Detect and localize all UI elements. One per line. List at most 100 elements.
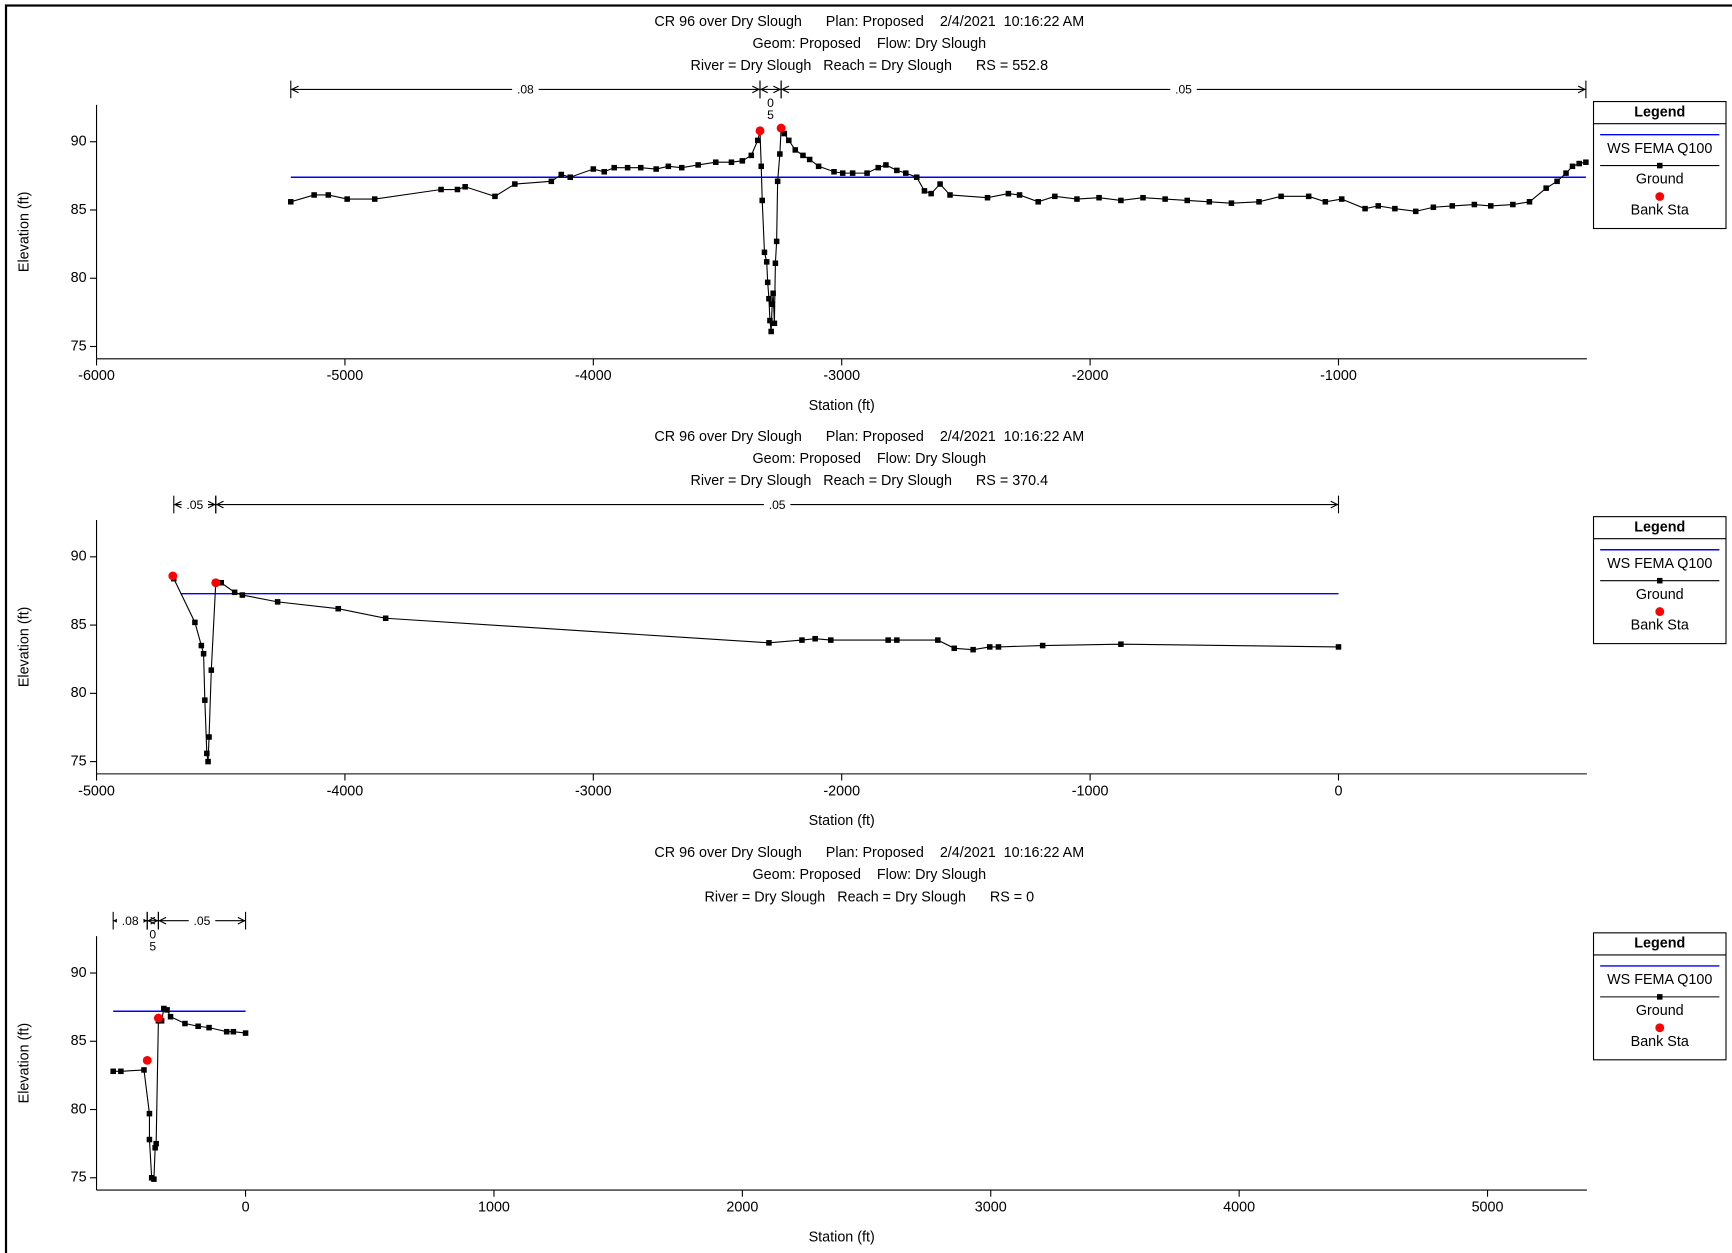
x-tick-label: -6000 (78, 368, 115, 384)
bank-point (142, 1055, 152, 1065)
ground-point (239, 592, 246, 598)
ground-point (894, 167, 900, 174)
x-tick-label: -3000 (575, 783, 612, 799)
n-label: .08 (517, 83, 534, 97)
ground-point (1118, 641, 1124, 647)
arrow-head (215, 500, 224, 509)
arrow-head (759, 85, 768, 94)
x-tick-label: 2000 (726, 1200, 758, 1216)
ground-point (638, 164, 644, 171)
ground-point (1035, 199, 1041, 205)
n-label: 5 (149, 939, 156, 953)
ground-point (164, 1007, 170, 1013)
chart-title: River = Dry Slough Reach = Dry Slough RS… (704, 889, 1034, 905)
ground-point (653, 166, 659, 172)
ground-point (1338, 196, 1345, 202)
ground-point (1362, 205, 1368, 212)
ground-point (1392, 205, 1398, 212)
ground-point (864, 170, 870, 176)
arrow-head (752, 85, 761, 94)
ground-point (766, 640, 772, 646)
y-tick-label: 75 (71, 338, 87, 354)
ground-point (1184, 197, 1190, 204)
arrow-head (773, 85, 782, 94)
legend-swatch (1656, 994, 1663, 1000)
ground-point (986, 644, 993, 650)
arrow-head (158, 916, 167, 925)
ground-point (921, 188, 928, 194)
x-tick-label: -2000 (1072, 368, 1109, 384)
ground-point (601, 169, 608, 175)
ground-point (763, 259, 770, 265)
ground-point (771, 320, 778, 327)
ground-point (1074, 196, 1080, 202)
ground-point (1430, 204, 1437, 211)
legend-swatch (1656, 577, 1663, 584)
bank-point (755, 126, 765, 136)
ground-point (1583, 159, 1589, 165)
bank-point (153, 1013, 163, 1023)
y-axis-label: Elevation (ft) (17, 1023, 33, 1104)
ground-point (1488, 203, 1494, 209)
arrow-head (237, 916, 246, 925)
ground-point (764, 279, 771, 286)
ground-point (772, 260, 779, 266)
arrow-head (207, 500, 216, 509)
ground-point (110, 1068, 116, 1075)
ground-point (695, 162, 701, 168)
ground-point (1412, 208, 1419, 215)
ground-point (913, 174, 920, 180)
x-tick-label: 5000 (1472, 1200, 1504, 1216)
x-tick-label: -4000 (327, 783, 364, 799)
y-tick-label: 85 (71, 202, 87, 218)
ground-point (548, 178, 555, 185)
ground-point (1543, 185, 1549, 191)
ground-point (462, 184, 468, 190)
ground-point (492, 193, 498, 200)
ground-point (198, 642, 205, 649)
ground-point (153, 1140, 159, 1147)
legend-label: Ground (1636, 172, 1684, 188)
ground-point (152, 1144, 158, 1151)
ground-point (624, 164, 631, 171)
n-label: .05 (194, 914, 211, 928)
ground-point (928, 190, 934, 197)
legend-label: WS FEMA Q100 (1607, 972, 1712, 988)
legend-label: Bank Sta (1631, 618, 1689, 634)
legend-label: WS FEMA Q100 (1607, 556, 1712, 572)
ground-point (773, 238, 780, 245)
ground-point (1206, 199, 1213, 205)
legend-label: Ground (1636, 1003, 1684, 1019)
legend-swatch (1656, 162, 1663, 169)
chart-title: Geom: Proposed Flow: Dry Slough (753, 36, 987, 52)
legend-label: Bank Sta (1631, 203, 1689, 219)
ground-point (812, 635, 818, 642)
ground-point (774, 178, 781, 185)
ground-point (885, 637, 891, 643)
ground-point (1096, 194, 1102, 201)
ground-point (1322, 199, 1329, 205)
ground-point (1140, 194, 1146, 201)
n-label: 5 (767, 108, 774, 122)
legend-title: Legend (1634, 519, 1685, 535)
ground-point (1554, 178, 1560, 185)
ground-point (1162, 196, 1168, 202)
legend-label: Bank Sta (1631, 1034, 1689, 1050)
arrow-head (290, 85, 299, 94)
chart-title: Geom: Proposed Flow: Dry Slough (753, 867, 987, 883)
x-tick-label: 0 (242, 1200, 250, 1216)
n-label-bg (512, 81, 539, 98)
ground-point (792, 147, 799, 153)
ground-point (167, 1013, 174, 1020)
ground-point (206, 734, 212, 740)
ground-point (204, 750, 210, 757)
chart-title: CR 96 over Dry Slough Plan: Proposed 2/4… (654, 845, 1084, 861)
ground-point (1569, 163, 1576, 170)
ground-point (903, 170, 909, 176)
ground-point (1256, 199, 1262, 205)
ground-point (831, 169, 837, 175)
ground-point (766, 295, 772, 302)
y-tick-label: 80 (71, 270, 87, 286)
ground-point (1278, 193, 1284, 200)
